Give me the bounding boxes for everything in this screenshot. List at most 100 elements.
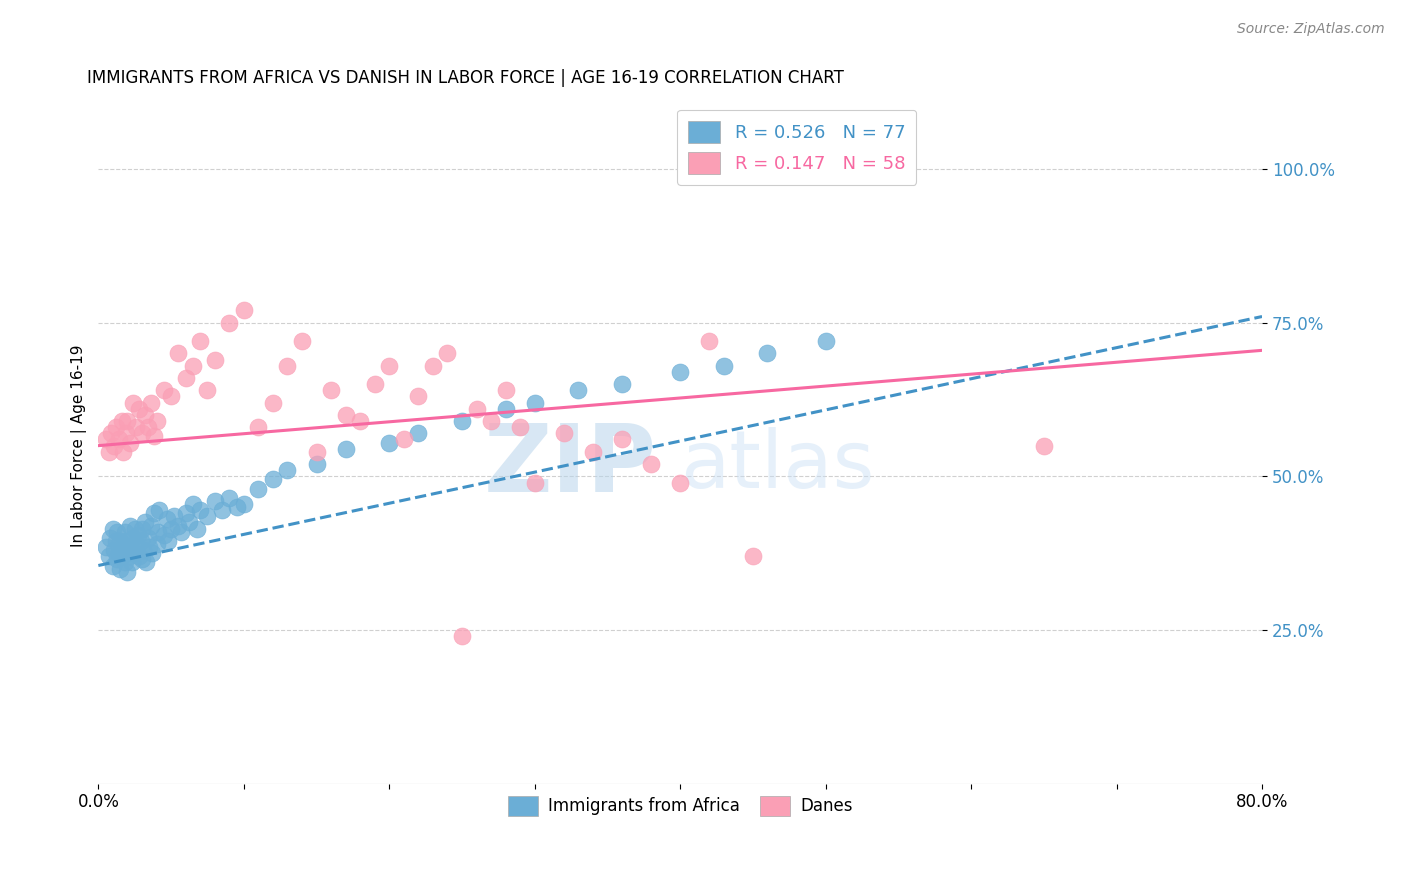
Point [146, 524, 169, 539]
Point [335, 442, 357, 456]
Point [107, 546, 129, 560]
Point [127, 528, 149, 542]
Point [94, 433, 117, 447]
Point [276, 463, 298, 477]
Point [204, 494, 226, 508]
Point [1032, 439, 1054, 453]
Point [117, 533, 139, 548]
Point [335, 408, 357, 422]
Point [121, 556, 143, 570]
Point [145, 414, 167, 428]
Point [305, 444, 328, 458]
Point [122, 531, 145, 545]
Point [114, 556, 136, 570]
Y-axis label: In Labor Force | Age 16-19: In Labor Force | Age 16-19 [72, 344, 87, 547]
Point [139, 395, 162, 409]
Point [153, 528, 176, 542]
Point [134, 408, 156, 422]
Point [422, 359, 444, 373]
Point [136, 420, 159, 434]
Point [142, 506, 165, 520]
Point [247, 482, 270, 496]
Point [756, 346, 779, 360]
Point [135, 556, 157, 570]
Point [141, 546, 163, 560]
Point [107, 433, 129, 447]
Point [142, 429, 165, 443]
Point [136, 531, 159, 545]
Point [177, 516, 200, 530]
Legend: Immigrants from Africa, Danes: Immigrants from Africa, Danes [502, 789, 859, 822]
Point [181, 359, 204, 373]
Point [188, 334, 211, 348]
Point [94, 540, 117, 554]
Point [120, 518, 142, 533]
Point [392, 433, 415, 447]
Point [114, 524, 136, 539]
Point [104, 533, 127, 548]
Point [262, 395, 284, 409]
Point [378, 435, 401, 450]
Point [408, 426, 430, 441]
Point [742, 549, 765, 564]
Point [349, 414, 371, 428]
Point [156, 512, 179, 526]
Point [523, 475, 546, 490]
Point [125, 537, 148, 551]
Point [157, 533, 180, 548]
Point [232, 303, 254, 318]
Point [103, 543, 125, 558]
Point [131, 426, 153, 441]
Point [465, 401, 488, 416]
Point [105, 552, 128, 566]
Point [101, 558, 124, 573]
Point [160, 389, 183, 403]
Point [451, 629, 474, 643]
Point [131, 552, 153, 566]
Point [211, 503, 233, 517]
Point [163, 509, 186, 524]
Point [814, 334, 837, 348]
Point [167, 518, 190, 533]
Point [276, 359, 298, 373]
Point [509, 420, 531, 434]
Point [495, 401, 517, 416]
Point [117, 414, 139, 428]
Point [218, 491, 240, 505]
Point [120, 435, 142, 450]
Point [167, 346, 190, 360]
Point [111, 549, 134, 564]
Point [188, 503, 211, 517]
Point [582, 444, 605, 458]
Point [115, 426, 138, 441]
Point [108, 533, 131, 548]
Point [129, 533, 152, 548]
Point [124, 522, 146, 536]
Point [174, 371, 197, 385]
Point [305, 457, 328, 471]
Point [118, 549, 141, 564]
Text: atlas: atlas [681, 427, 875, 505]
Point [408, 389, 430, 403]
Point [319, 384, 342, 398]
Point [291, 334, 314, 348]
Point [128, 549, 150, 564]
Point [436, 346, 458, 360]
Point [124, 546, 146, 560]
Point [225, 500, 247, 514]
Point [669, 475, 692, 490]
Point [174, 506, 197, 520]
Point [111, 414, 134, 428]
Point [104, 420, 127, 434]
Point [553, 426, 575, 441]
Point [197, 509, 219, 524]
Point [640, 457, 662, 471]
Point [117, 565, 139, 579]
Point [364, 377, 387, 392]
Point [247, 420, 270, 434]
Point [97, 549, 120, 564]
Point [451, 414, 474, 428]
Point [170, 524, 193, 539]
Point [112, 444, 135, 458]
Point [128, 401, 150, 416]
